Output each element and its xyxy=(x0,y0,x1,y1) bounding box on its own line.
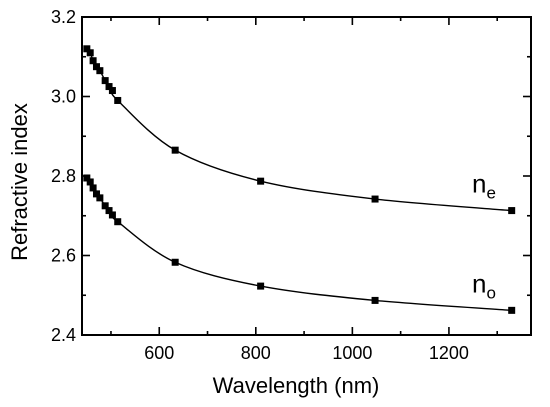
data-point-o xyxy=(87,178,94,185)
x-axis-title: Wavelength (nm) xyxy=(213,373,380,398)
x-tick-label: 600 xyxy=(144,343,174,363)
y-tick-label: 3.0 xyxy=(51,87,76,107)
y-tick-label: 2.8 xyxy=(51,166,76,186)
data-point-e xyxy=(508,207,515,214)
data-point-o xyxy=(372,297,379,304)
y-tick-label: 2.4 xyxy=(51,325,76,345)
data-point-e xyxy=(257,178,264,185)
data-point-e xyxy=(172,147,179,154)
data-point-e xyxy=(96,67,103,74)
data-point-o xyxy=(114,218,121,225)
y-axis-title: Refractive index xyxy=(7,103,32,261)
data-point-e xyxy=(102,77,109,84)
series-layer: ne no xyxy=(83,45,515,314)
x-tick-label: 800 xyxy=(241,343,271,363)
series-line-e xyxy=(87,49,512,211)
series-label-o: no xyxy=(472,268,496,302)
data-point-e xyxy=(109,87,116,94)
x-tick-label: 1000 xyxy=(332,343,372,363)
x-tick-label: 1200 xyxy=(429,343,469,363)
data-point-o xyxy=(96,194,103,201)
y-tick-label: 3.2 xyxy=(51,7,76,27)
plot-frame xyxy=(82,17,531,335)
data-point-o xyxy=(508,307,515,314)
plot-area xyxy=(82,17,531,335)
data-point-e xyxy=(90,57,97,64)
data-point-o xyxy=(109,211,116,218)
series-label-e: ne xyxy=(472,169,496,203)
data-point-o xyxy=(172,259,179,266)
y-tick-label: 2.6 xyxy=(51,246,76,266)
series-line-o xyxy=(87,178,512,310)
data-point-e xyxy=(87,49,94,56)
data-point-o xyxy=(257,283,264,290)
data-point-e xyxy=(114,97,121,104)
y-axis-ticks: 2.4 2.6 2.8 3.0 3.2 xyxy=(51,7,531,345)
data-point-o xyxy=(90,184,97,191)
data-point-e xyxy=(372,196,379,203)
